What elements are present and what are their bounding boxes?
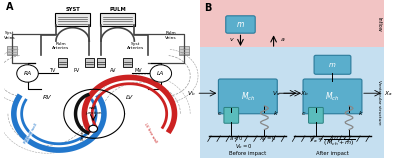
Text: $c$: $c$ — [217, 110, 222, 117]
Bar — [200, 0, 384, 47]
Text: Syst
Veins: Syst Veins — [4, 31, 16, 40]
Bar — [97, 58, 105, 67]
Text: RA: RA — [24, 71, 32, 76]
Bar — [58, 58, 67, 67]
FancyBboxPatch shape — [218, 79, 277, 114]
Text: $V_a$: $V_a$ — [272, 89, 280, 98]
Text: $v$: $v$ — [229, 36, 235, 43]
Text: Pulm
Veins: Pulm Veins — [165, 31, 176, 40]
Text: After impact: After impact — [316, 151, 349, 156]
Text: $X_b = 0$: $X_b = 0$ — [259, 134, 277, 143]
Bar — [200, 47, 384, 158]
Bar — [180, 46, 189, 55]
Text: Ventricular structure: Ventricular structure — [377, 80, 381, 125]
Text: TV: TV — [49, 68, 55, 73]
Text: RV: RV — [43, 95, 52, 100]
Text: $V_b = 0$: $V_b = 0$ — [236, 142, 253, 151]
Text: $V_a = \dfrac{m \cdot v}{(M_{ch}+m)}$: $V_a = \dfrac{m \cdot v}{(M_{ch}+m)}$ — [310, 134, 356, 148]
Text: $a < 0$: $a < 0$ — [230, 134, 244, 142]
FancyBboxPatch shape — [226, 16, 255, 33]
FancyBboxPatch shape — [100, 13, 135, 26]
Circle shape — [89, 125, 98, 132]
Text: PULM: PULM — [109, 7, 126, 12]
Text: $m$: $m$ — [236, 20, 245, 29]
Bar — [7, 46, 17, 55]
FancyBboxPatch shape — [224, 107, 239, 123]
Text: B: B — [204, 3, 211, 13]
Text: A: A — [6, 2, 14, 12]
Text: Pulm
Arteries: Pulm Arteries — [52, 42, 70, 50]
Text: $k$: $k$ — [358, 109, 364, 117]
Text: PV: PV — [73, 68, 80, 73]
Bar — [85, 58, 94, 67]
Circle shape — [150, 65, 172, 82]
Text: $X_b$: $X_b$ — [300, 89, 308, 98]
Text: MV: MV — [134, 68, 142, 73]
Text: wall
junction: wall junction — [85, 106, 102, 115]
Text: AV: AV — [110, 68, 116, 73]
Text: LA: LA — [157, 71, 164, 76]
Text: $m$: $m$ — [328, 61, 337, 69]
FancyBboxPatch shape — [55, 13, 90, 26]
FancyBboxPatch shape — [314, 55, 351, 74]
Text: Syst
Arteries: Syst Arteries — [127, 42, 144, 50]
Text: RV free wall: RV free wall — [23, 123, 38, 144]
Text: Before impact: Before impact — [229, 151, 266, 156]
Text: LV: LV — [126, 95, 133, 100]
Text: Septum: Septum — [80, 124, 84, 140]
Text: $V_b$: $V_b$ — [188, 89, 196, 98]
Text: Inflow: Inflow — [376, 17, 381, 32]
Text: $k$: $k$ — [274, 109, 279, 117]
Text: $a$: $a$ — [280, 36, 286, 43]
Text: $X_a$: $X_a$ — [384, 89, 393, 98]
Bar — [123, 58, 132, 67]
Circle shape — [17, 65, 38, 82]
FancyBboxPatch shape — [303, 79, 362, 114]
Text: SYST: SYST — [65, 7, 80, 12]
Text: $c$: $c$ — [301, 110, 307, 117]
Text: LV free wall: LV free wall — [143, 123, 157, 144]
FancyBboxPatch shape — [308, 107, 323, 123]
Text: $M_{ch}$: $M_{ch}$ — [325, 90, 340, 103]
Text: $M_{ch}$: $M_{ch}$ — [240, 90, 255, 103]
